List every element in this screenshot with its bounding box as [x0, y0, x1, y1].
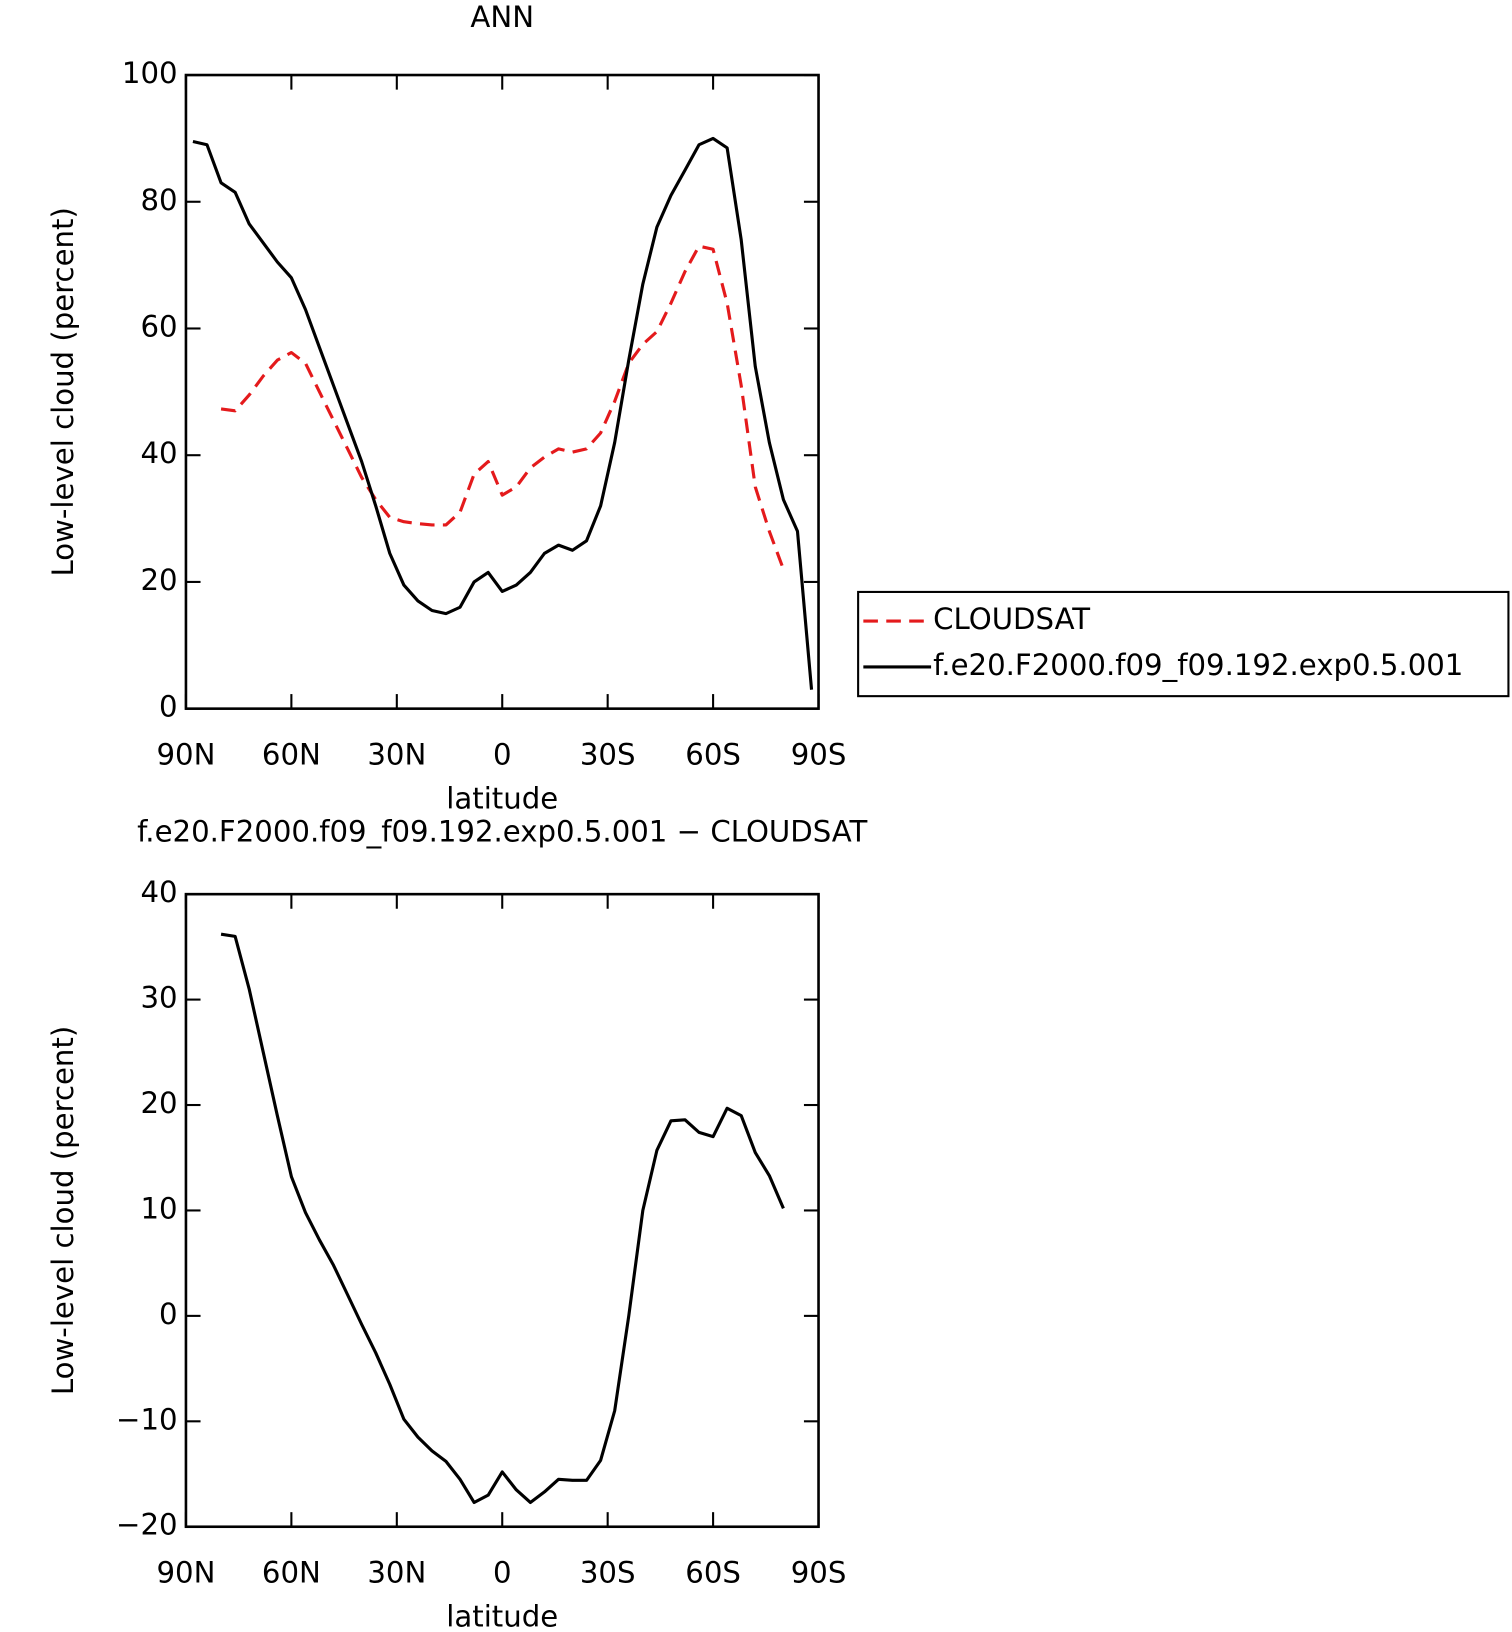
- x-tick-label: 30S: [580, 738, 636, 772]
- y-tick-label: 100: [122, 56, 178, 90]
- y-tick-label: 10: [140, 1191, 177, 1225]
- plot-frame: [184, 73, 820, 710]
- x-tick-label: 90N: [156, 738, 215, 772]
- y-tick-label: 40: [140, 436, 177, 470]
- x-axis-label: latitude: [446, 781, 558, 815]
- legend-label: CLOUDSAT: [933, 602, 1090, 636]
- data-line: [192, 136, 814, 690]
- y-axis-label: Low-level cloud (percent): [46, 207, 80, 576]
- x-axis-label: latitude: [446, 1599, 558, 1632]
- x-tick-label: 90S: [791, 1556, 847, 1590]
- chart-title: f.e20.F2000.f09_f09.192.exp0.5.001 − CLO…: [137, 815, 867, 849]
- x-tick-label: 60S: [685, 738, 741, 772]
- x-tick-label: 60S: [685, 1556, 741, 1590]
- y-tick-label: 0: [159, 690, 178, 724]
- y-tick-label: 20: [140, 563, 177, 597]
- y-axis-label: Low-level cloud (percent): [46, 1026, 80, 1395]
- x-tick-label: 90S: [791, 738, 847, 772]
- legend-label: f.e20.F2000.f09_f09.192.exp0.5.001: [933, 648, 1463, 682]
- x-tick-label: 90N: [156, 1556, 215, 1590]
- x-tick-label: 0: [493, 738, 512, 772]
- y-tick-label: 80: [140, 183, 177, 217]
- legend-box: [857, 590, 1510, 698]
- y-tick-label: 20: [140, 1086, 177, 1120]
- y-tick-label: 40: [140, 875, 177, 909]
- y-tick-label: 30: [140, 981, 177, 1015]
- plot-frame: [184, 892, 820, 1529]
- x-tick-label: 30N: [367, 1556, 426, 1590]
- x-tick-label: 60N: [262, 738, 321, 772]
- y-tick-label: −20: [116, 1508, 178, 1542]
- y-tick-label: 60: [140, 309, 177, 343]
- y-tick-label: 0: [159, 1297, 178, 1331]
- data-line: [220, 244, 785, 570]
- y-tick-label: −10: [116, 1402, 178, 1436]
- x-tick-label: 30N: [367, 738, 426, 772]
- x-tick-label: 60N: [262, 1556, 321, 1590]
- x-tick-label: 30S: [580, 1556, 636, 1590]
- x-tick-label: 0: [493, 1556, 512, 1590]
- chart-title: ANN: [470, 0, 534, 34]
- data-line: [220, 932, 785, 1505]
